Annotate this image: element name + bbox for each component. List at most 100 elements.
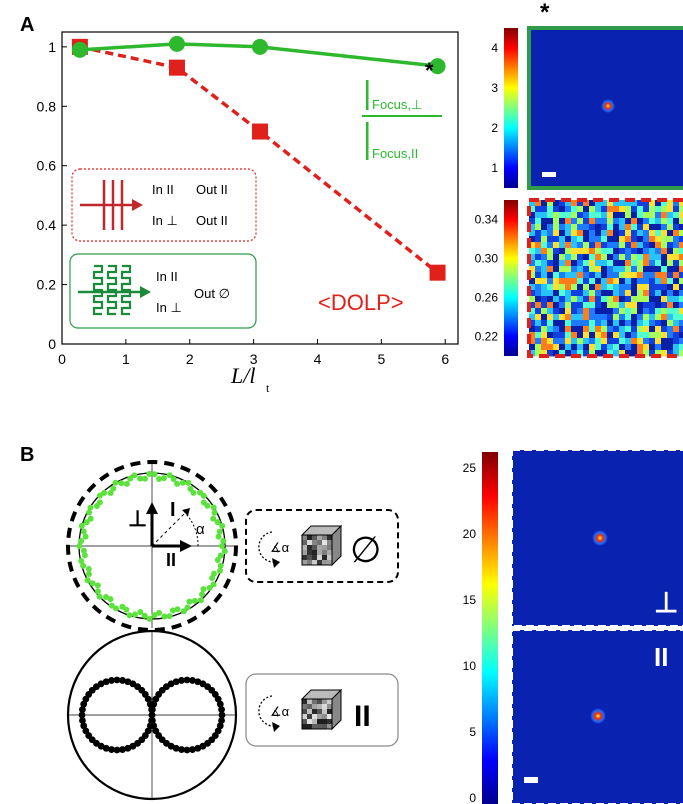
data-point: [429, 58, 446, 75]
ring-point: [204, 502, 211, 509]
panel-a-images: * 4 3 2 1 0.34 0.30 0.26 0.22: [475, 0, 683, 358]
y-tick-label: 0.2: [37, 277, 57, 293]
colorbar-top-ticks: 4 3 2 1: [491, 41, 498, 175]
ring-point: [146, 615, 153, 622]
lobe-point: [113, 746, 121, 754]
lobe-point: [148, 711, 156, 719]
ring-point: [179, 479, 186, 486]
ring-point: [80, 528, 87, 535]
ring-point: [94, 582, 101, 589]
lobe-point: [189, 677, 196, 684]
x-axis-label: L/l: [230, 363, 255, 388]
lobe-point: [102, 678, 110, 686]
data-point: [71, 41, 88, 58]
lobe-point: [178, 746, 185, 753]
lobe-point: [119, 677, 126, 684]
polar-plot-top: ⊥ II I α: [66, 460, 238, 632]
lobe-point: [216, 700, 224, 708]
ring-point: [180, 608, 187, 615]
x-tick-label: 5: [377, 351, 385, 367]
ring-point: [108, 602, 115, 609]
ring-point: [186, 598, 193, 605]
series-layer: [71, 35, 446, 281]
ring-point: [110, 485, 117, 492]
data-point: [252, 123, 268, 140]
ring-point: [119, 603, 126, 610]
alpha-label: α: [196, 521, 205, 538]
ring-point: [170, 476, 177, 483]
ring-point: [85, 571, 92, 578]
chart-asterisk: *: [425, 58, 434, 83]
ratio-num-sub: Focus,⊥: [372, 97, 422, 112]
par-label: II: [166, 550, 176, 570]
ring-point: [96, 593, 103, 600]
ring-point: [206, 584, 213, 591]
ring-point: [216, 528, 223, 535]
ring-point: [137, 608, 144, 615]
ring-point: [137, 475, 144, 482]
colorbar-tick-label: 4: [491, 41, 498, 55]
legend-red-out2: Out II: [196, 213, 228, 228]
axis-ticks: 0 1 2 3 4 5 6 0 0.2 0.4 0.6 0.8 1: [37, 39, 450, 367]
ring-point: [161, 613, 168, 620]
data-point: [252, 38, 268, 55]
x-tick-label: 6: [441, 351, 449, 367]
colorbar-b: [482, 452, 498, 804]
ring-point: [84, 577, 91, 584]
data-point: [429, 264, 446, 281]
ring-point: [219, 543, 225, 549]
legend-red-in2: In ⊥: [152, 213, 178, 228]
ring-point: [141, 612, 148, 619]
ring-point: [96, 499, 103, 506]
x-tick-label: 1: [122, 351, 130, 367]
colorbar-tick-label: 1: [491, 161, 498, 175]
rot-label-top: ∡α: [270, 540, 290, 555]
panel-b-images: 25 20 15 10 5 0 ⊥ II: [463, 449, 683, 804]
focus-ratio-label: Focus,⊥ Focus,II: [362, 80, 442, 161]
panel-b-label: B: [20, 444, 35, 466]
legend-green-out: Out ∅: [194, 286, 230, 301]
ring-point: [107, 490, 114, 497]
panel-a-label: A: [20, 14, 35, 36]
y-tick-label: 1: [48, 39, 56, 55]
ring-point: [217, 552, 224, 559]
lobe-point: [218, 711, 226, 719]
colorbar-tick-label: 3: [491, 81, 498, 95]
ring-point: [78, 522, 85, 529]
legend-green-in1: In II: [156, 269, 178, 284]
ring-point: [185, 479, 192, 486]
y-tick-label: 0.6: [37, 158, 57, 174]
series-line-1: [79, 45, 439, 275]
ring-point: [214, 519, 221, 526]
ring-point: [87, 515, 94, 522]
ring-point: [200, 492, 207, 499]
scale-bar-top: [542, 172, 556, 177]
ring-point: [219, 522, 226, 529]
intensity-label: I: [170, 499, 176, 521]
y-tick-label: 0: [48, 336, 56, 352]
ring-point: [89, 580, 96, 587]
image-perp-label: ⊥: [654, 587, 678, 618]
colorbar-tick-label: 10: [463, 659, 477, 673]
ring-point: [78, 558, 85, 565]
ring-point: [156, 475, 163, 482]
ring-point: [221, 548, 228, 555]
lobe-point: [78, 711, 86, 719]
colorbar-tick-label: 0.26: [475, 291, 499, 305]
lobe-point: [189, 746, 196, 753]
colorbar-b-ticks: 25 20 15 10 5 0: [463, 461, 477, 804]
lobe-point: [79, 717, 86, 724]
ring-point: [191, 597, 198, 604]
lobe-point: [113, 676, 121, 684]
colorbar-tick-label: 0.22: [475, 330, 499, 344]
ring-point: [80, 562, 87, 569]
colorbar-tick-label: 15: [463, 593, 477, 607]
ring-point: [160, 475, 167, 482]
ring-point: [87, 504, 94, 511]
dolp-speckle-image: [527, 198, 683, 358]
ring-point: [123, 480, 130, 487]
ring-point: [209, 574, 216, 581]
y-tick-label: 0.8: [37, 98, 57, 114]
ring-point: [85, 566, 92, 573]
colorbar-tick-label: 25: [463, 461, 477, 475]
